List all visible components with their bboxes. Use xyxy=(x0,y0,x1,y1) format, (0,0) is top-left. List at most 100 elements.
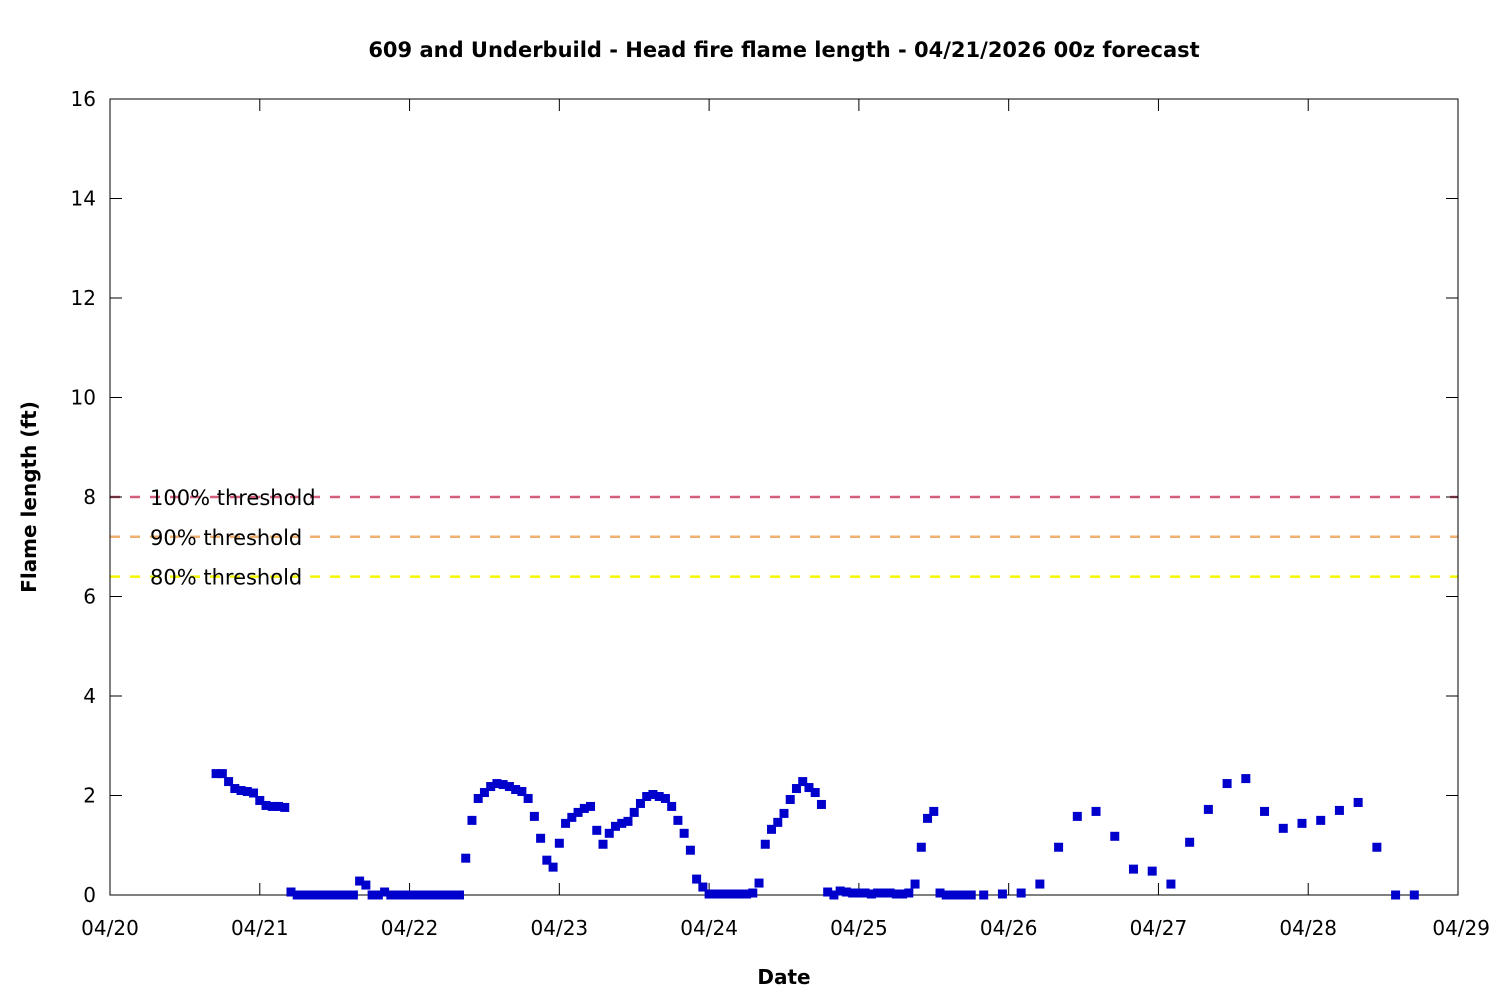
data-point xyxy=(866,889,876,899)
data-point xyxy=(361,880,371,890)
data-point xyxy=(954,890,964,900)
data-point xyxy=(336,890,346,900)
data-point xyxy=(1353,797,1363,807)
data-point xyxy=(286,887,296,897)
data-point xyxy=(642,791,652,801)
data-point xyxy=(392,890,402,900)
data-point xyxy=(317,890,327,900)
data-point xyxy=(292,890,302,900)
data-point xyxy=(1128,864,1138,874)
data-point xyxy=(848,888,858,898)
data-point xyxy=(236,786,246,796)
data-point xyxy=(211,769,221,779)
data-point xyxy=(611,821,620,831)
y-tick-label: 8 xyxy=(83,485,96,509)
data-point xyxy=(1054,842,1064,852)
data-point xyxy=(604,828,614,838)
data-point xyxy=(904,888,914,898)
data-point xyxy=(1297,818,1307,828)
y-tick-label: 12 xyxy=(71,286,96,310)
data-point xyxy=(398,890,408,900)
data-point xyxy=(323,890,333,900)
data-point xyxy=(804,783,814,793)
data-point xyxy=(542,855,552,865)
data-point xyxy=(274,801,283,811)
data-point xyxy=(473,793,483,803)
data-point xyxy=(504,782,514,792)
threshold-label: 80% threshold xyxy=(150,566,302,590)
data-point xyxy=(673,815,683,825)
data-point xyxy=(960,890,970,900)
y-tick-label: 0 xyxy=(83,883,96,907)
data-point xyxy=(1278,823,1288,833)
data-point xyxy=(773,817,783,827)
y-axis: 0 2 4 6 8 10 12 14 16 xyxy=(71,87,1458,907)
data-point xyxy=(1409,890,1419,900)
data-point xyxy=(461,853,471,863)
data-point xyxy=(923,813,933,823)
data-point xyxy=(330,890,340,900)
data-point xyxy=(1166,879,1176,889)
data-point xyxy=(835,886,845,896)
data-point xyxy=(854,888,864,898)
data-point xyxy=(1391,890,1401,900)
data-point xyxy=(698,882,708,892)
data-point xyxy=(929,806,939,816)
data-point xyxy=(529,811,539,821)
data-point xyxy=(1372,842,1382,852)
data-point xyxy=(767,824,777,834)
data-point xyxy=(311,890,321,900)
data-point xyxy=(230,784,240,794)
data-point xyxy=(1222,779,1232,789)
data-point xyxy=(1185,837,1195,847)
data-point xyxy=(704,889,714,899)
data-point xyxy=(342,890,352,900)
x-tick-label: 04/22 xyxy=(381,916,439,940)
data-point xyxy=(910,879,920,889)
data-point xyxy=(386,890,396,900)
data-point xyxy=(448,890,458,900)
data-point xyxy=(1016,888,1026,898)
data-point xyxy=(298,890,308,900)
data-point xyxy=(380,887,390,897)
data-point xyxy=(979,890,989,900)
data-point xyxy=(729,889,739,899)
data-point xyxy=(411,890,421,900)
y-tick-label: 10 xyxy=(71,386,96,410)
data-point xyxy=(1110,831,1120,841)
data-point xyxy=(367,890,377,900)
x-tick-label: 04/24 xyxy=(680,916,738,940)
data-point xyxy=(592,825,602,835)
data-point xyxy=(891,889,901,899)
data-point xyxy=(879,888,889,898)
data-point xyxy=(1203,804,1213,814)
data-point xyxy=(873,888,883,898)
x-tick-label: 04/27 xyxy=(1130,916,1188,940)
x-tick-label: 04/29 xyxy=(1432,916,1490,940)
threshold-lines: 100% threshold 90% threshold 80% threshold xyxy=(110,486,1458,590)
data-point xyxy=(860,888,870,898)
data-point xyxy=(436,890,446,900)
data-point xyxy=(305,890,315,900)
data-point xyxy=(405,890,415,900)
data-point xyxy=(742,889,752,899)
data-point xyxy=(1260,806,1270,816)
data-point xyxy=(710,889,720,899)
data-point xyxy=(348,890,358,900)
data-point xyxy=(1147,866,1157,876)
x-tick-label: 04/25 xyxy=(830,916,888,940)
y-tick-label: 14 xyxy=(71,187,96,211)
data-point xyxy=(454,890,464,900)
data-point xyxy=(679,828,689,838)
data-point xyxy=(217,769,227,779)
y-tick-label: 4 xyxy=(83,684,96,708)
data-point xyxy=(660,793,670,803)
data-point xyxy=(723,889,733,899)
data-point xyxy=(816,799,826,809)
data-point xyxy=(810,788,820,798)
y-tick-label: 2 xyxy=(83,784,96,808)
data-point xyxy=(654,791,664,801)
data-point xyxy=(1072,811,1082,821)
threshold-label: 90% threshold xyxy=(150,526,302,550)
